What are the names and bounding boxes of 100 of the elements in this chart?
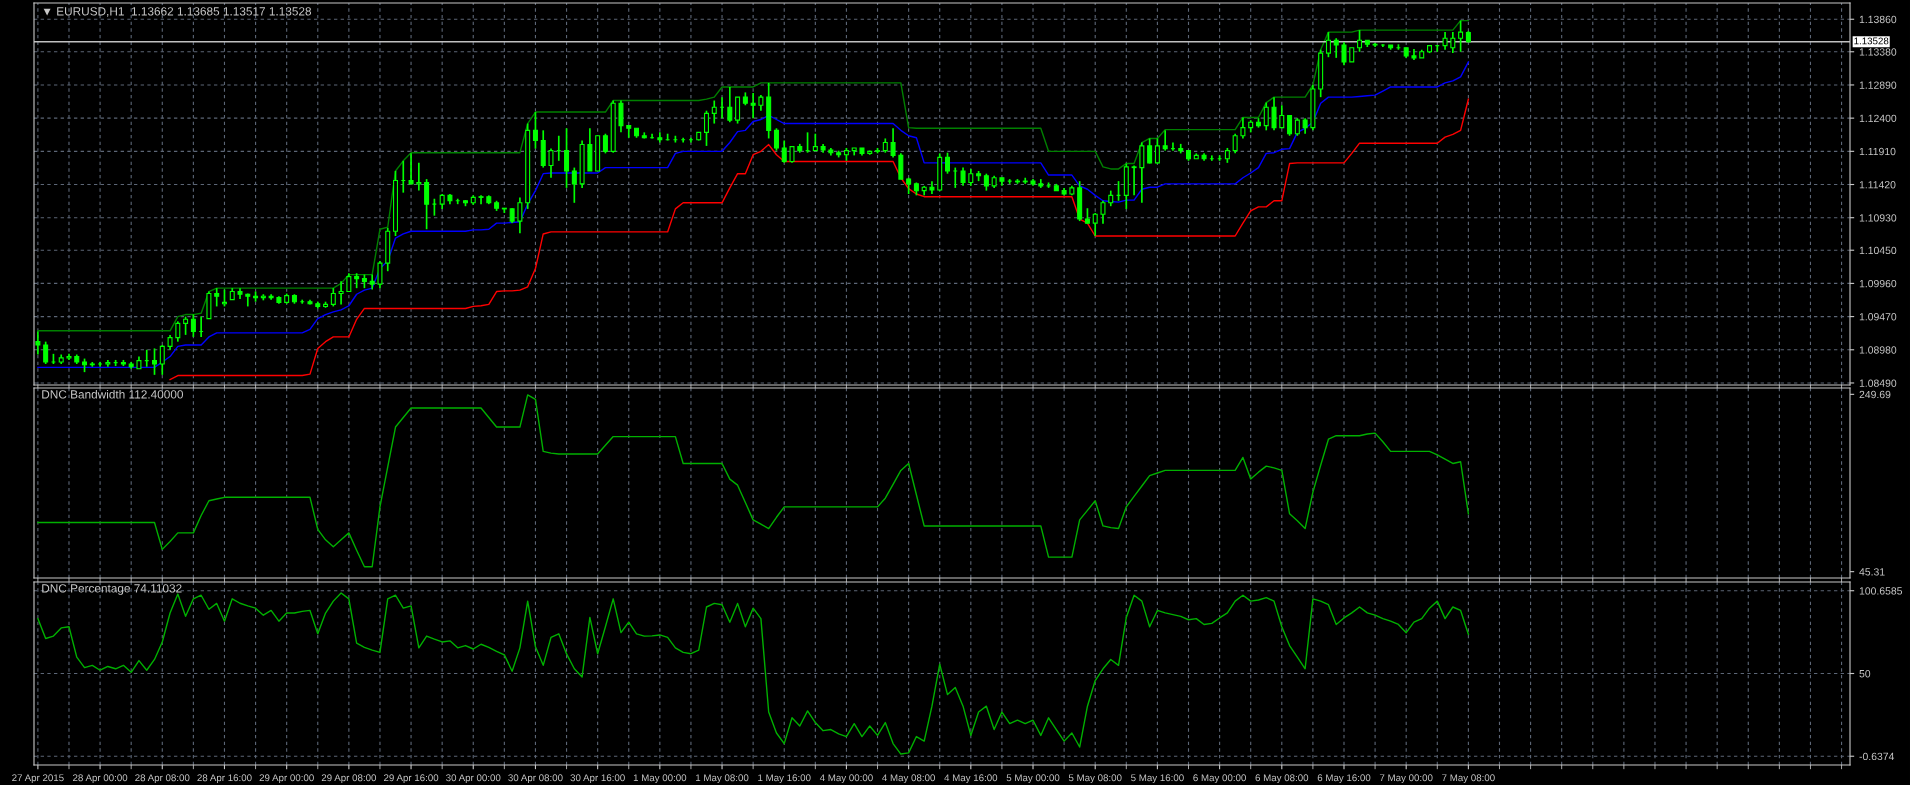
y-tick-label: 1.10930 <box>1859 214 1897 222</box>
y-tick-label: 1.09470 <box>1859 313 1897 321</box>
candlestick <box>1131 164 1137 197</box>
candlestick <box>781 139 787 164</box>
candlestick <box>35 330 41 356</box>
candlestick <box>564 127 570 189</box>
candlestick <box>1162 129 1168 152</box>
candlestick <box>183 315 189 336</box>
x-tick-label: 28 Apr 00:00 <box>73 774 128 784</box>
chart-title: ▼ EURUSD,H1 1.13662 1.13685 1.13517 1.13528 <box>43 7 312 17</box>
candlestick <box>532 111 538 150</box>
y-tick-label: 1.08490 <box>1859 379 1897 387</box>
x-tick-label: 4 May 16:00 <box>944 774 998 784</box>
candlestick <box>727 86 733 124</box>
candlestick <box>190 313 196 338</box>
y-tick-label: 1.08980 <box>1859 346 1897 354</box>
candlestick <box>1147 137 1153 165</box>
candlestick <box>711 99 717 125</box>
x-tick-label: 4 May 08:00 <box>882 774 935 784</box>
y-tick-label: 1.11420 <box>1859 181 1896 189</box>
candlestick <box>1450 31 1456 54</box>
x-tick-label: 6 May 16:00 <box>1317 774 1371 784</box>
candlestick <box>1287 114 1293 137</box>
y-tick-label: 1.09960 <box>1859 279 1897 288</box>
x-tick-label: 29 Apr 00:00 <box>259 774 314 784</box>
candlestick <box>735 96 741 125</box>
y-tick-label: 249.69 <box>1859 390 1891 399</box>
candlestick <box>43 340 49 365</box>
candlestick <box>416 162 422 192</box>
ref-line-label: 1.13528 <box>1854 37 1889 45</box>
candlestick <box>1092 212 1098 237</box>
candlestick <box>960 166 966 187</box>
y-tick-label: 1.10450 <box>1859 246 1897 255</box>
x-tick-label: 6 May 00:00 <box>1193 774 1246 784</box>
candlestick <box>159 344 165 376</box>
x-tick-label: 7 May 08:00 <box>1442 774 1495 784</box>
chart-title: DNC Bandwidth 112.40000 <box>42 389 183 399</box>
candlestick <box>214 287 220 308</box>
x-tick-label: 28 Apr 16:00 <box>197 774 252 784</box>
candlestick <box>338 280 344 306</box>
x-tick-label: 5 May 16:00 <box>1131 774 1184 784</box>
candlestick <box>1139 141 1145 204</box>
candlestick <box>773 127 779 152</box>
x-tick-label: 1 May 00:00 <box>633 774 687 784</box>
y-tick-label: 1.13860 <box>1859 15 1897 24</box>
candlestick <box>1341 41 1347 67</box>
x-tick-label: 30 Apr 08:00 <box>508 774 563 784</box>
candlestick <box>1232 132 1238 155</box>
candlestick <box>517 196 523 235</box>
candlestick <box>1100 199 1106 225</box>
x-tick-label: 5 May 00:00 <box>1006 774 1060 784</box>
candlestick <box>1333 37 1339 59</box>
line-series <box>37 19 1470 332</box>
x-tick-label: 29 Apr 16:00 <box>383 774 439 784</box>
candlestick <box>618 99 624 134</box>
y-tick-label: 45.31 <box>1859 568 1885 576</box>
x-tick-label: 7 May 00:00 <box>1379 774 1433 784</box>
candlestick <box>346 272 352 293</box>
candlestick <box>890 127 896 159</box>
candlestick <box>175 320 181 343</box>
candlestick <box>408 152 414 185</box>
candlestick <box>602 132 608 155</box>
line-series <box>169 98 1470 381</box>
y-tick-label: 1.12890 <box>1859 81 1897 89</box>
candlestick <box>478 194 484 205</box>
y-tick-label: -0.6374 <box>1859 752 1895 761</box>
x-tick-label: 1 May 16:00 <box>758 774 811 784</box>
candlestick <box>152 347 158 376</box>
y-tick-label: 100.6585 <box>1859 587 1903 595</box>
candlestick <box>1458 19 1464 53</box>
y-tick-label: 1.12400 <box>1859 114 1897 123</box>
candlestick <box>1240 116 1246 140</box>
y-tick-label: 1.11910 <box>1859 147 1896 156</box>
x-tick-label: 1 May 08:00 <box>696 774 749 784</box>
x-tick-label: 28 Apr 08:00 <box>135 774 190 784</box>
x-tick-label: 5 May 08:00 <box>1068 774 1122 784</box>
chart-title: DNC Percentage 74.11032 <box>42 584 182 595</box>
x-tick-label: 27 Apr 2015 <box>12 774 64 784</box>
candlestick <box>377 260 383 289</box>
x-tick-label: 6 May 08:00 <box>1255 774 1309 784</box>
candlestick <box>750 92 756 119</box>
x-tick-label: 30 Apr 16:00 <box>570 774 625 784</box>
candlestick <box>1325 31 1331 59</box>
x-tick-label: 29 Apr 08:00 <box>321 774 377 784</box>
candlestick <box>571 166 577 204</box>
line-series <box>37 61 1470 369</box>
y-tick-label: 50 <box>1859 670 1871 678</box>
candlestick <box>424 178 430 231</box>
candlestick <box>626 124 632 139</box>
y-tick-label: 1.13380 <box>1859 48 1897 56</box>
candlestick <box>898 152 904 180</box>
candlestick <box>1263 101 1269 132</box>
x-tick-label: 4 May 00:00 <box>819 774 873 784</box>
candlestick <box>1154 137 1160 165</box>
candlestick <box>1271 96 1277 132</box>
candlestick <box>657 131 663 144</box>
candlestick <box>330 287 336 308</box>
candlestick <box>1357 29 1363 53</box>
candlestick <box>548 147 554 179</box>
candlestick <box>703 109 709 147</box>
